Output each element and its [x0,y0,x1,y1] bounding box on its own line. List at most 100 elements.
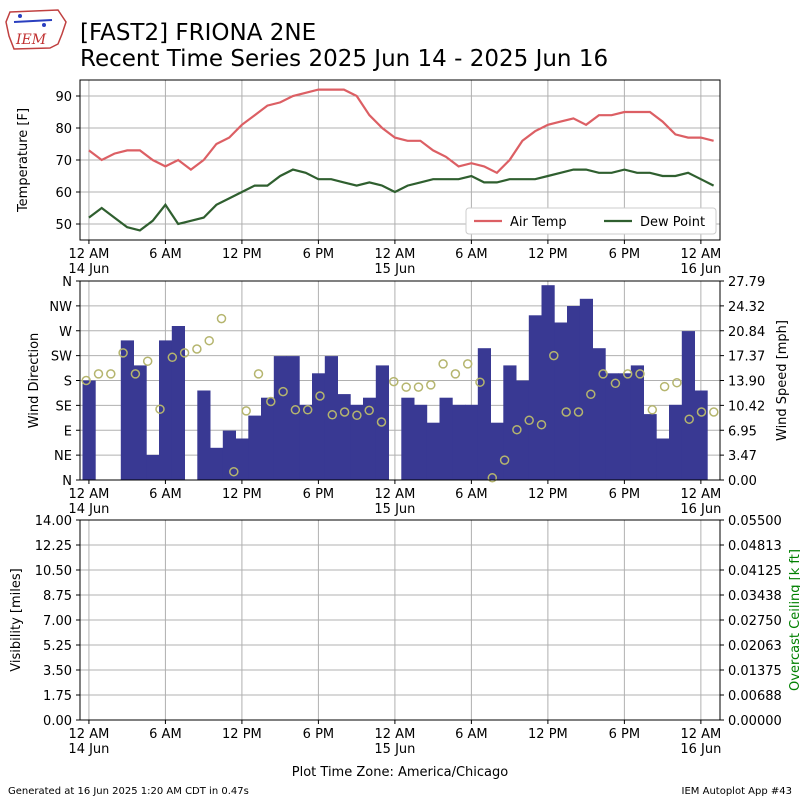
wind-direction-point [438,359,448,369]
x-tick-label: 6 PM [303,247,334,262]
y-tick-label: 70 [55,154,72,169]
wind-speed-bar [235,438,249,480]
wind-speed-bar [439,397,453,480]
y2-axis-label: Wind Speed [mph] [775,320,790,441]
x-tick-label: 12 AM [680,487,721,502]
x-tick-label: 12 AM [69,487,110,502]
plot-frame [79,79,721,241]
ceiling-tick-label: 0.04813 [728,539,782,554]
direction-tick-label: N [62,275,72,290]
chart-title: [FAST2] FRIONA 2NE [80,20,316,46]
wind-direction-point [598,369,608,379]
wind-direction-point [315,391,325,401]
x-tick-label: 12 AM [69,727,110,742]
wind-panel: N NE E SE S SW W NW N 0.00 3.47 6.95 10.42 13.90 17.37… [27,275,790,517]
wind-direction-point [672,377,682,388]
wind-direction-point [376,417,387,427]
direction-tick-label: NE [54,449,72,464]
wind-speed-bar [681,331,695,480]
x-tick-date-label: 16 Jun [680,502,721,517]
ceiling-tick-label: 0.02750 [728,614,782,629]
x-tick-label: 6 AM [455,247,488,262]
footer-app: IEM Autoplot App #43 [682,786,792,797]
wind-direction-point [93,369,104,379]
speed-tick-label: 6.95 [728,424,757,439]
wind-direction-point [179,348,190,358]
wind-direction-point [499,455,510,465]
wind-direction-point [241,406,251,416]
air-temp-line [88,88,714,175]
wind-direction-point [327,410,338,420]
wind-direction-point [524,415,534,426]
wind-speed-bar [363,397,377,480]
wind-speed-bar [503,365,517,480]
wind-direction-point [413,382,424,392]
wind-direction-point [118,348,128,358]
speed-tick-label: 20.84 [728,325,765,340]
wind-direction-point [302,405,313,415]
speed-tick-label: 27.79 [728,275,765,290]
direction-tick-label: SE [56,399,72,414]
visibility-tick-label: 12.25 [35,539,72,554]
x-tick-label: 12 AM [69,247,110,262]
wind-direction-point [549,350,559,361]
wind-direction-point [573,407,584,417]
wind-direction-point [401,382,411,392]
plot-frame [79,280,721,481]
wind-speed-bar [273,356,287,480]
x-tick-label: 6 PM [609,487,640,502]
iem-logo: IEM [5,9,67,50]
speed-tick-label: 24.32 [728,300,765,315]
x-tick-label: 12 AM [375,727,416,742]
x-tick-date-label: 15 Jun [374,262,415,277]
wind-direction-point [266,396,276,407]
wind-direction-point [364,405,374,416]
wind-speed-bar [516,380,530,480]
wind-direction-point [561,407,571,417]
wind-direction-point [253,369,264,379]
x-tick-label: 6 AM [149,247,182,262]
ceiling-tick-label: 0.02063 [728,639,782,654]
wind-direction-point [659,381,670,392]
speed-tick-label: 0.00 [728,474,757,489]
wind-speed-bar [452,404,466,480]
ceiling-tick-label: 0.03438 [728,589,782,604]
wind-speed-bar [210,447,224,480]
wind-direction-point [487,473,498,483]
speed-tick-label: 13.90 [728,375,765,390]
ceiling-tick-label: 0.05500 [728,514,782,529]
y-tick-label: 60 [55,186,72,201]
wind-speed-bar [541,285,555,480]
logo-text: IEM [15,32,47,48]
wind-direction-point [142,356,153,366]
x-tick-label: 12 AM [680,727,721,742]
wind-speed-bar [171,326,185,480]
wind-direction-point [536,419,547,430]
x-tick-label: 6 AM [149,727,182,742]
x-tick-date-label: 15 Jun [374,502,415,517]
x-tick-label: 12 PM [222,727,262,742]
visibility-tick-label: 3.50 [43,664,72,679]
wind-speed-bar [669,404,683,480]
x-tick-label: 12 PM [528,247,568,262]
wind-speed-bar [82,380,96,480]
wind-speed-bar [656,438,670,480]
wind-speed-bar [643,414,657,480]
wind-speed-bar [375,365,389,480]
ceiling-tick-label: 0.04125 [728,564,782,579]
wind-speed-bar [312,373,326,480]
logo-dot-icon [18,14,22,18]
iowa-outline-icon [5,9,67,50]
wind-speed-bar [618,373,632,480]
y-tick-label: 80 [55,122,72,137]
wind-direction-point [81,375,91,386]
visibility-tick-label: 10.50 [35,564,72,579]
wind-direction-point [278,386,288,397]
visibility-panel: 0.00 1.75 3.50 5.25 7.00 8.75 10.50 12.25 14.00 0… [9,514,800,780]
wind-direction-point [339,407,350,417]
wind-direction-point [586,389,596,400]
wind-speed-bar [694,390,708,480]
wind-direction-point [696,407,707,417]
